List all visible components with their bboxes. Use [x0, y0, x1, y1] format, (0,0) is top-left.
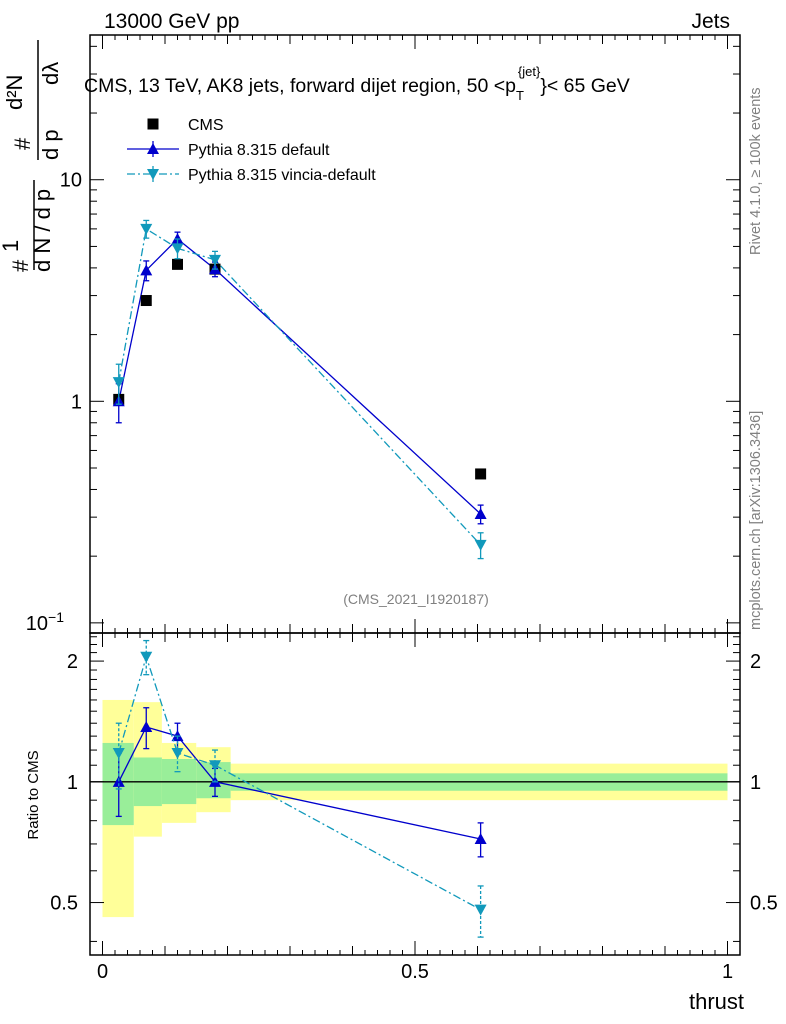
- legend-marker-default: [147, 143, 159, 154]
- main-y-tick-label: 10−1: [26, 609, 64, 635]
- ratio-point-default: [140, 720, 153, 732]
- main-point-default: [140, 264, 153, 276]
- svg-text:dλ: dλ: [38, 62, 63, 85]
- ratio-point-default: [474, 833, 487, 845]
- svg-text:d p: d p: [38, 129, 63, 160]
- main-point-vincia: [474, 539, 487, 551]
- plot-title: CMS, 13 TeV, AK8 jets, forward dijet reg…: [84, 64, 630, 103]
- x-tick-label: 0: [97, 961, 108, 983]
- main-point-cms: [140, 295, 152, 307]
- legend-marker-vincia: [147, 169, 159, 180]
- ratio-y-tick-label: 1: [67, 772, 78, 794]
- ratio-point-vincia: [209, 760, 221, 772]
- main-point-cms: [475, 468, 487, 480]
- svg-text:#: #: [8, 259, 33, 272]
- legend: CMS Pythia 8.315 default Pythia 8.315 vinc…: [127, 117, 376, 184]
- svg-text:d N / d p: d N / d p: [30, 189, 55, 272]
- ratio-y-tick-label: 2: [67, 651, 78, 673]
- svg-text:d²N: d²N: [2, 75, 27, 110]
- ratio-y-tick-label-right: 2: [750, 651, 761, 673]
- header-category: Jets: [691, 10, 730, 33]
- ratio-line-1: [118, 654, 481, 911]
- rivet-version-label: Rivet 4.1.0, ≥ 100k events: [748, 87, 764, 255]
- main-point-default: [474, 507, 487, 519]
- x-axis-label: thrust: [689, 989, 744, 1014]
- legend-label: Pythia 8.315 vincia-default: [188, 167, 376, 184]
- ratio-point-vincia: [140, 651, 153, 663]
- ratio-y-tick-label-right: 0.5: [750, 893, 778, 915]
- legend-marker-cms: [147, 118, 159, 130]
- ratio-point-default: [112, 775, 125, 787]
- x-tick-label: 0.5: [401, 961, 429, 983]
- main-point-vincia: [209, 254, 221, 266]
- x-tick-label: 1: [722, 961, 733, 983]
- header-energy: 13000 GeV pp: [104, 10, 239, 33]
- legend-label: Pythia 8.315 default: [188, 142, 330, 159]
- legend-label: CMS: [188, 117, 224, 134]
- main-y-axis-label: # 1 d N / d p # d²N d p dλ: [0, 40, 63, 272]
- main-y-tick-label: 10: [60, 170, 82, 192]
- main-line-1: [118, 238, 482, 515]
- analysis-id-label: (CMS_2021_I1920187): [343, 591, 489, 607]
- main-y-tick-label: 1: [71, 391, 82, 413]
- ratio-y-axis-label: Ratio to CMS: [25, 750, 42, 839]
- svg-text:#: #: [10, 137, 35, 150]
- main-line-2: [118, 227, 482, 546]
- svg-text:1: 1: [0, 240, 23, 252]
- ratio-point-vincia: [474, 904, 487, 916]
- ratio-y-tick-label: 0.5: [50, 893, 78, 915]
- main-point-vincia: [171, 243, 184, 255]
- main-point-vincia: [112, 377, 125, 389]
- main-point-cms: [172, 258, 183, 270]
- main-point-vincia: [140, 223, 153, 235]
- ratio-y-tick-label-right: 1: [750, 772, 761, 794]
- ratio-point-vincia: [112, 747, 125, 759]
- ratio-point-vincia: [171, 747, 184, 759]
- mcplots-label: mcplots.cern.ch [arXiv:1306.3436]: [748, 411, 764, 630]
